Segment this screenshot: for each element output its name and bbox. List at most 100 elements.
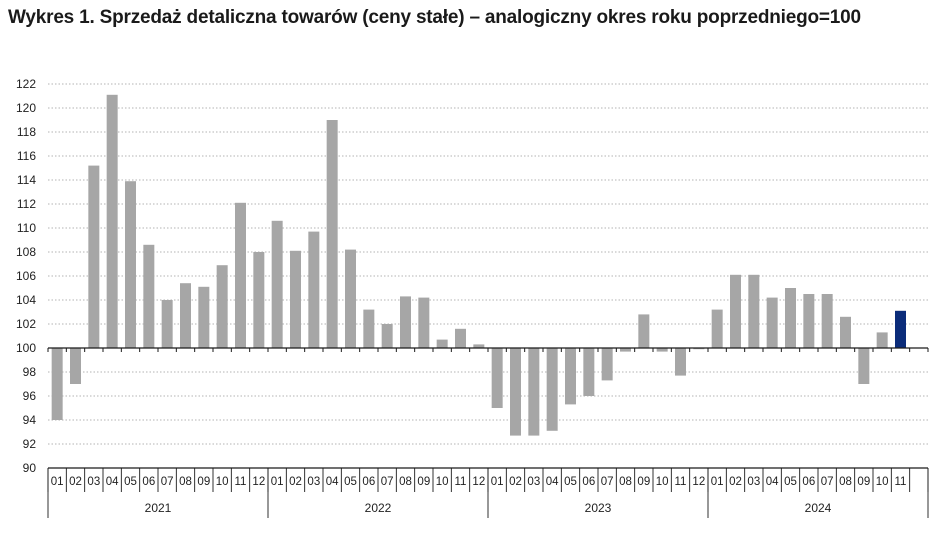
- bar: [546, 348, 558, 431]
- y-tick-label: 98: [23, 365, 37, 379]
- bar: [803, 294, 815, 348]
- x-tick-label: 02: [509, 476, 522, 488]
- x-tick-label: 06: [142, 476, 155, 488]
- x-tick-label: 04: [546, 476, 559, 488]
- bar: [253, 252, 265, 348]
- x-tick-label: 12: [472, 476, 485, 488]
- axes: [47, 347, 929, 518]
- bar: [235, 202, 246, 348]
- x-tick-label: 02: [289, 476, 302, 488]
- bar: [381, 324, 393, 348]
- x-tick-label: 10: [216, 476, 229, 488]
- year-label: 2024: [805, 501, 832, 515]
- bar: [675, 348, 686, 376]
- x-tick-label: 12: [692, 476, 705, 488]
- y-tick-label: 118: [17, 125, 36, 139]
- bar: [583, 348, 595, 396]
- x-tick-label: 10: [436, 476, 449, 488]
- bar: [638, 314, 650, 348]
- x-tick-label: 06: [802, 476, 815, 488]
- y-tick-label: 94: [23, 413, 37, 427]
- bar: [363, 309, 375, 348]
- x-tick-label: 12: [252, 476, 265, 488]
- bar: [418, 297, 430, 348]
- bar: [345, 249, 356, 348]
- y-tick-label: 106: [16, 269, 36, 283]
- year-label: 2021: [145, 501, 172, 515]
- bar: [400, 296, 411, 348]
- x-tick-label: 07: [381, 476, 394, 488]
- x-tick-label: 02: [69, 476, 82, 488]
- x-tick-label: 10: [876, 476, 889, 488]
- bar: [565, 348, 576, 405]
- chart-title: Wykres 1. Sprzedaż detaliczna towarów (c…: [8, 7, 861, 28]
- x-tick-label: 11: [675, 476, 687, 488]
- bar: [730, 274, 741, 348]
- x-tick-label: 01: [271, 476, 284, 488]
- bar: [70, 348, 81, 384]
- x-tick-label: 05: [344, 476, 357, 488]
- x-tick-label: 06: [582, 476, 595, 488]
- x-tick-label: 08: [619, 476, 632, 488]
- x-tick-label: 03: [307, 476, 320, 488]
- y-tick-label: 114: [17, 173, 36, 187]
- x-tick-label: 09: [197, 476, 210, 488]
- y-tick-label: 100: [16, 341, 36, 355]
- x-tick-label: 04: [106, 476, 119, 488]
- bar: [766, 297, 778, 348]
- x-tick-label: 05: [124, 476, 137, 488]
- bar: [290, 250, 301, 348]
- y-tick-label: 112: [17, 197, 36, 211]
- bar: [88, 165, 100, 348]
- bar: [656, 348, 668, 352]
- bar: [106, 94, 118, 348]
- x-tick-label: 08: [399, 476, 412, 488]
- y-tick-label: 110: [17, 221, 36, 235]
- x-tick-label: 03: [87, 476, 100, 488]
- bar: [436, 339, 448, 348]
- bar: [326, 120, 338, 348]
- year-label: 2022: [365, 501, 392, 515]
- bar: [271, 220, 283, 348]
- x-tick-label: 07: [601, 476, 614, 488]
- x-tick-label: 05: [564, 476, 577, 488]
- y-tick-label: 116: [17, 149, 36, 163]
- x-tick-label: 01: [51, 476, 64, 488]
- bar: [711, 309, 723, 348]
- x-tick-label: 11: [235, 476, 247, 488]
- y-tick-label: 120: [16, 101, 36, 115]
- x-axis-tick-labels: 01 02 03 04 05 06 07 08 09 10 11 12 01 02 03 04 05 06 07 08…: [51, 476, 907, 488]
- x-tick-label: 10: [656, 476, 669, 488]
- bar: [840, 316, 851, 348]
- bar: [455, 328, 466, 348]
- y-tick-label: 96: [23, 389, 37, 403]
- bar: [473, 344, 485, 348]
- y-tick-label: 92: [23, 437, 37, 451]
- x-tick-label: 06: [362, 476, 375, 488]
- year-label: 2023: [585, 501, 612, 515]
- bar: [143, 244, 155, 348]
- x-tick-label: 09: [637, 476, 650, 488]
- bar: [748, 274, 760, 348]
- x-tick-label: 09: [417, 476, 430, 488]
- bar: [180, 283, 191, 348]
- bar: [895, 310, 906, 348]
- x-tick-label: 04: [766, 476, 779, 488]
- bar: [216, 265, 228, 348]
- y-tick-label: 108: [16, 245, 36, 259]
- x-tick-label: 05: [784, 476, 797, 488]
- x-tick-label: 08: [179, 476, 192, 488]
- y-tick-label: 102: [16, 317, 36, 331]
- x-tick-label: 09: [857, 476, 870, 488]
- bar: [528, 348, 540, 436]
- x-tick-label: 02: [729, 476, 742, 488]
- x-tick-label: 07: [821, 476, 834, 488]
- bar: [161, 300, 173, 348]
- bar: [858, 348, 870, 384]
- bar: [491, 348, 503, 408]
- bar: [125, 181, 136, 348]
- y-axis-tick-labels: 90 92 94 96 98 100 102 104 106 108 110 112 114 116 118…: [16, 77, 36, 475]
- bar: [198, 286, 210, 348]
- y-tick-label: 122: [16, 77, 36, 91]
